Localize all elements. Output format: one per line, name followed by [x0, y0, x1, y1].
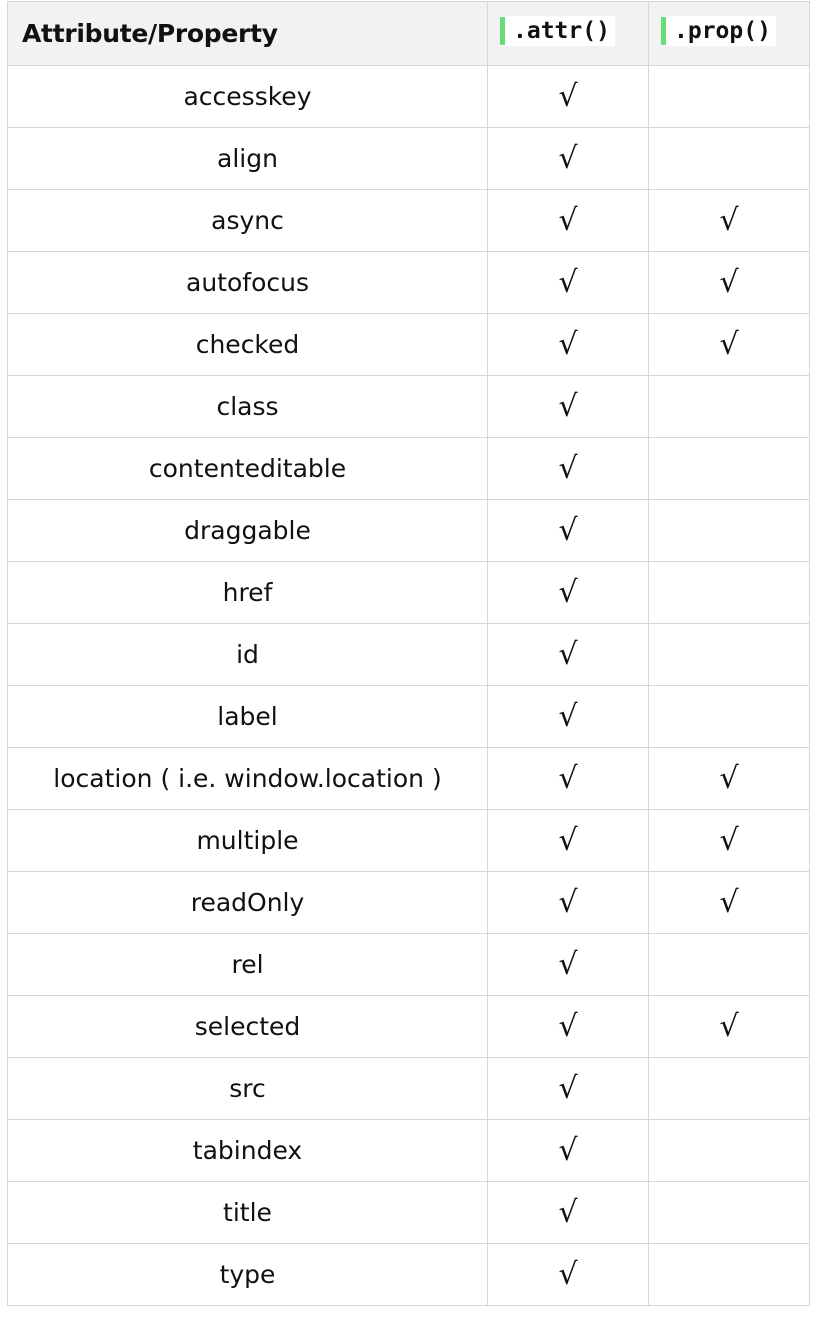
- table-row: async √ √: [7, 189, 810, 252]
- prop-support-cell: √: [648, 747, 810, 810]
- table-row: multiple √ √: [7, 809, 810, 872]
- attr-support-cell: √: [487, 747, 649, 810]
- prop-support-cell: √: [648, 871, 810, 934]
- attr-support-cell: √: [487, 871, 649, 934]
- attribute-name-cell: multiple: [7, 809, 488, 872]
- table-row: autofocus √ √: [7, 251, 810, 314]
- attribute-name-cell: align: [7, 127, 488, 190]
- header-attr: .attr(): [487, 1, 649, 66]
- attr-method-label: .attr(): [500, 16, 615, 46]
- prop-support-cell: √: [648, 313, 810, 376]
- prop-method-label: .prop(): [661, 16, 776, 46]
- attribute-name-cell: location ( i.e. window.location ): [7, 747, 488, 810]
- prop-support-cell: [648, 127, 810, 190]
- attr-support-cell: √: [487, 1119, 649, 1182]
- attr-support-cell: √: [487, 1057, 649, 1120]
- prop-support-cell: [648, 375, 810, 438]
- table-row: tabindex √: [7, 1119, 810, 1182]
- table-row: class √: [7, 375, 810, 438]
- prop-support-cell: [648, 1057, 810, 1120]
- table-row: align √: [7, 127, 810, 190]
- table-row: contenteditable √: [7, 437, 810, 500]
- attribute-name-cell: type: [7, 1243, 488, 1306]
- attribute-name-cell: tabindex: [7, 1119, 488, 1182]
- table-row: type √: [7, 1243, 810, 1306]
- attr-support-cell: √: [487, 995, 649, 1058]
- attribute-name-cell: selected: [7, 995, 488, 1058]
- attr-support-cell: √: [487, 933, 649, 996]
- attribute-name-cell: async: [7, 189, 488, 252]
- attr-support-cell: √: [487, 685, 649, 748]
- table-row: src √: [7, 1057, 810, 1120]
- accent-bar-icon: [661, 17, 666, 45]
- prop-support-cell: [648, 623, 810, 686]
- table-row: draggable √: [7, 499, 810, 562]
- prop-support-cell: √: [648, 251, 810, 314]
- attribute-name-cell: rel: [7, 933, 488, 996]
- attr-support-cell: √: [487, 189, 649, 252]
- attribute-name-cell: accesskey: [7, 65, 488, 128]
- prop-support-cell: [648, 933, 810, 996]
- attr-support-cell: √: [487, 809, 649, 872]
- prop-support-cell: [648, 437, 810, 500]
- attr-method-text: .attr(): [513, 18, 610, 44]
- attr-support-cell: √: [487, 251, 649, 314]
- attr-support-cell: √: [487, 375, 649, 438]
- attribute-name-cell: checked: [7, 313, 488, 376]
- table-header-row: Attribute/Property .attr() .prop(): [7, 1, 810, 66]
- table-row: title √: [7, 1181, 810, 1244]
- prop-support-cell: [648, 685, 810, 748]
- table-row: checked √ √: [7, 313, 810, 376]
- attribute-property-table: Attribute/Property .attr() .prop() acces…: [7, 1, 810, 1306]
- table-row: href √: [7, 561, 810, 624]
- attribute-name-cell: draggable: [7, 499, 488, 562]
- prop-support-cell: √: [648, 189, 810, 252]
- table-row: label √: [7, 685, 810, 748]
- attribute-name-cell: id: [7, 623, 488, 686]
- attribute-name-cell: label: [7, 685, 488, 748]
- table-row: location ( i.e. window.location ) √ √: [7, 747, 810, 810]
- prop-support-cell: √: [648, 809, 810, 872]
- attr-support-cell: √: [487, 1181, 649, 1244]
- attr-support-cell: √: [487, 313, 649, 376]
- prop-support-cell: [648, 1119, 810, 1182]
- header-prop: .prop(): [648, 1, 810, 66]
- accent-bar-icon: [500, 17, 505, 45]
- prop-method-text: .prop(): [674, 18, 771, 44]
- attr-support-cell: √: [487, 437, 649, 500]
- prop-support-cell: [648, 561, 810, 624]
- attr-support-cell: √: [487, 623, 649, 686]
- table-row: rel √: [7, 933, 810, 996]
- prop-support-cell: [648, 1243, 810, 1306]
- attr-support-cell: √: [487, 127, 649, 190]
- table-row: accesskey √: [7, 65, 810, 128]
- table-body: accesskey √ align √ async √ √ autofocus √ √ checke…: [7, 65, 810, 1306]
- prop-support-cell: [648, 499, 810, 562]
- attribute-name-cell: readOnly: [7, 871, 488, 934]
- table-row: selected √ √: [7, 995, 810, 1058]
- prop-support-cell: [648, 1181, 810, 1244]
- attribute-name-cell: href: [7, 561, 488, 624]
- table-row: id √: [7, 623, 810, 686]
- table-row: readOnly √ √: [7, 871, 810, 934]
- attribute-name-cell: src: [7, 1057, 488, 1120]
- attr-support-cell: √: [487, 1243, 649, 1306]
- header-attribute-property: Attribute/Property: [7, 1, 488, 66]
- attribute-name-cell: class: [7, 375, 488, 438]
- attribute-name-cell: title: [7, 1181, 488, 1244]
- attr-support-cell: √: [487, 561, 649, 624]
- attr-support-cell: √: [487, 65, 649, 128]
- attribute-name-cell: contenteditable: [7, 437, 488, 500]
- attr-support-cell: √: [487, 499, 649, 562]
- prop-support-cell: [648, 65, 810, 128]
- prop-support-cell: √: [648, 995, 810, 1058]
- attribute-name-cell: autofocus: [7, 251, 488, 314]
